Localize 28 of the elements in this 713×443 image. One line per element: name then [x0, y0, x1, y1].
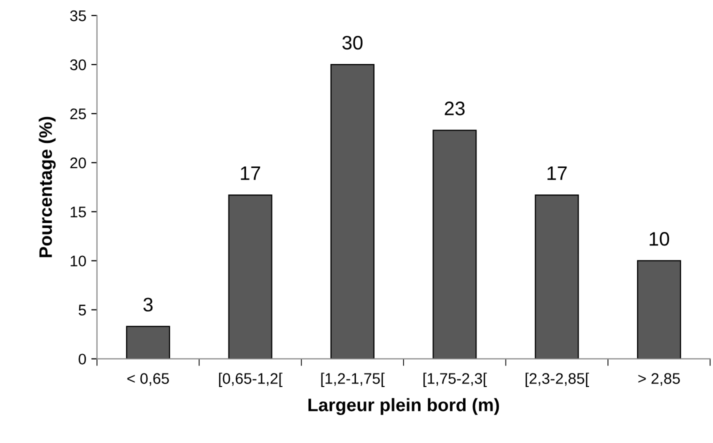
- x-tick-label: > 2,85: [638, 373, 680, 386]
- y-tick-label: 10: [70, 256, 86, 266]
- y-tick-label: 20: [70, 158, 86, 168]
- x-tick-label: [2,3-2,85[: [526, 372, 590, 387]
- data-label: 17: [548, 166, 567, 180]
- data-label: 23: [444, 102, 465, 116]
- x-tick-label: [1,2-1,75[: [321, 372, 385, 387]
- bar: [432, 130, 477, 359]
- bar: [228, 194, 272, 359]
- data-label: 3: [143, 298, 153, 312]
- x-tick-label: < 0,65: [127, 373, 169, 386]
- x-axis-title: Largeur plein bord (m): [308, 398, 499, 415]
- y-tick-label: 35: [70, 10, 86, 22]
- y-tick-label: 30: [70, 59, 86, 70]
- bar: [534, 194, 579, 359]
- y-tick-label: 15: [70, 206, 86, 218]
- y-tick-label: 5: [78, 304, 86, 316]
- bar: [330, 64, 374, 359]
- data-label: 30: [342, 36, 363, 50]
- data-label: 17: [240, 166, 260, 180]
- y-axis-title: Pourcentage (%): [38, 116, 56, 258]
- x-tick-label: [1,75-2,3[: [423, 372, 487, 387]
- bar: [126, 326, 170, 359]
- bar: [637, 260, 682, 359]
- data-label: 10: [650, 232, 670, 246]
- y-tick-label: 0: [78, 354, 86, 365]
- x-tick-label: [0,65-1,2[: [219, 372, 282, 387]
- y-tick-label: 25: [70, 108, 86, 120]
